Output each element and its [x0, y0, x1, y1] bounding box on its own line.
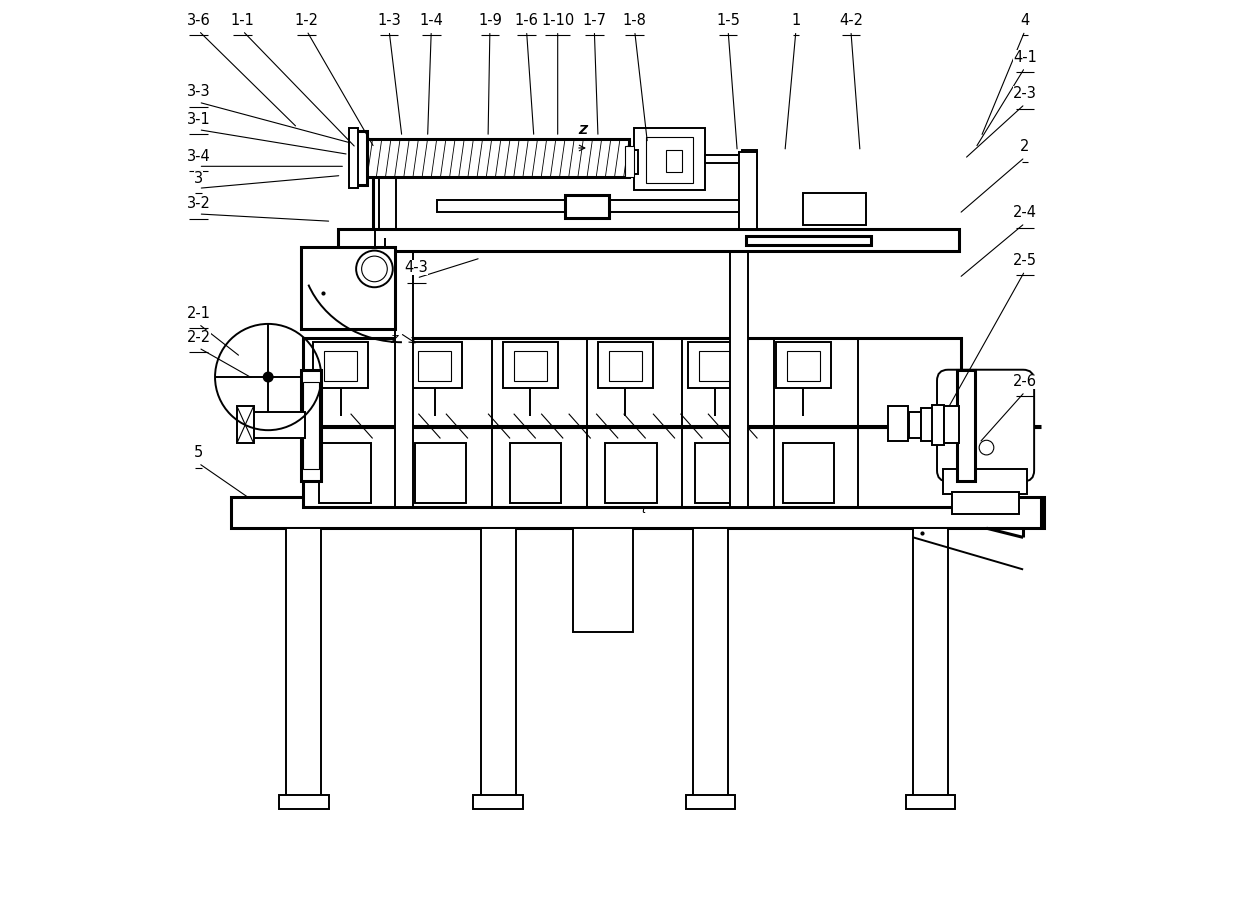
- Bar: [418, 351, 451, 380]
- Text: 2-4: 2-4: [1013, 205, 1037, 221]
- Bar: [286, 528, 321, 799]
- Bar: [252, 412, 305, 437]
- Bar: [573, 528, 632, 631]
- Text: 2-6: 2-6: [1013, 374, 1037, 389]
- Text: 1-2: 1-2: [295, 13, 319, 28]
- Text: 4-1: 4-1: [1013, 50, 1037, 64]
- Bar: [696, 443, 746, 503]
- Bar: [510, 443, 562, 503]
- Text: 3-6: 3-6: [187, 13, 211, 28]
- Bar: [746, 236, 870, 245]
- Bar: [646, 137, 693, 183]
- Text: 1-4: 1-4: [419, 13, 443, 28]
- Bar: [942, 469, 1027, 494]
- Bar: [436, 200, 748, 212]
- Bar: [706, 155, 744, 163]
- Text: 1-7: 1-7: [583, 13, 606, 28]
- Text: 2-1: 2-1: [186, 306, 211, 321]
- Bar: [237, 406, 253, 443]
- Bar: [786, 351, 820, 380]
- Text: Z: Z: [579, 124, 588, 137]
- Bar: [625, 146, 634, 177]
- Bar: [742, 150, 756, 168]
- Text: 2: 2: [1021, 140, 1029, 154]
- Bar: [804, 193, 866, 225]
- Text: 2-3: 2-3: [1013, 86, 1037, 101]
- Text: 3-2: 3-2: [186, 196, 211, 211]
- Text: 4-2: 4-2: [839, 13, 863, 28]
- Bar: [627, 150, 639, 174]
- Bar: [324, 351, 357, 380]
- Bar: [513, 351, 547, 380]
- Bar: [598, 342, 653, 388]
- Bar: [920, 408, 942, 441]
- Bar: [394, 229, 413, 507]
- Text: 1-10: 1-10: [541, 13, 574, 28]
- Bar: [739, 152, 758, 229]
- Text: 1-8: 1-8: [622, 13, 646, 28]
- Text: Z: Z: [391, 335, 398, 346]
- Bar: [279, 795, 329, 810]
- Text: 1-3: 1-3: [377, 13, 401, 28]
- Bar: [502, 342, 558, 388]
- Bar: [913, 528, 949, 799]
- Bar: [688, 342, 743, 388]
- Bar: [301, 247, 394, 329]
- Text: 4: 4: [1021, 13, 1029, 28]
- Circle shape: [263, 371, 274, 382]
- Bar: [909, 412, 921, 437]
- Bar: [231, 497, 1044, 528]
- Bar: [730, 229, 748, 507]
- Text: 5: 5: [193, 446, 203, 460]
- Bar: [337, 229, 959, 251]
- Text: 1-9: 1-9: [477, 13, 502, 28]
- Text: 1-6: 1-6: [515, 13, 538, 28]
- Bar: [686, 795, 735, 810]
- Bar: [481, 528, 516, 799]
- Bar: [957, 369, 976, 482]
- Bar: [312, 342, 368, 388]
- Text: 4-3: 4-3: [404, 260, 429, 276]
- Bar: [303, 337, 961, 507]
- Bar: [945, 406, 959, 443]
- Text: 1-1: 1-1: [231, 13, 254, 28]
- Text: 1-5: 1-5: [717, 13, 740, 28]
- Text: 3-4: 3-4: [187, 149, 211, 164]
- Text: 2-5: 2-5: [1013, 253, 1037, 268]
- Bar: [693, 528, 728, 799]
- Text: 1: 1: [791, 13, 801, 28]
- Bar: [951, 492, 1019, 515]
- Bar: [931, 404, 945, 445]
- Bar: [784, 443, 835, 503]
- Bar: [363, 139, 629, 177]
- Bar: [666, 150, 682, 172]
- Bar: [609, 351, 642, 380]
- Bar: [348, 128, 358, 188]
- Bar: [414, 443, 466, 503]
- Bar: [605, 443, 657, 503]
- Text: 3-1: 3-1: [187, 112, 211, 127]
- Text: 3: 3: [193, 171, 203, 186]
- Text: 2-2: 2-2: [186, 330, 211, 345]
- Bar: [408, 342, 463, 388]
- Bar: [320, 443, 371, 503]
- Bar: [565, 195, 609, 218]
- Text: 3-3: 3-3: [187, 85, 211, 99]
- Text: ι: ι: [641, 504, 646, 516]
- Bar: [634, 128, 706, 190]
- Bar: [888, 406, 908, 441]
- Bar: [699, 351, 732, 380]
- Bar: [906, 795, 955, 810]
- Bar: [301, 369, 321, 482]
- Bar: [776, 342, 831, 388]
- Bar: [303, 381, 320, 469]
- Bar: [355, 131, 367, 185]
- FancyBboxPatch shape: [937, 369, 1034, 482]
- Bar: [474, 795, 523, 810]
